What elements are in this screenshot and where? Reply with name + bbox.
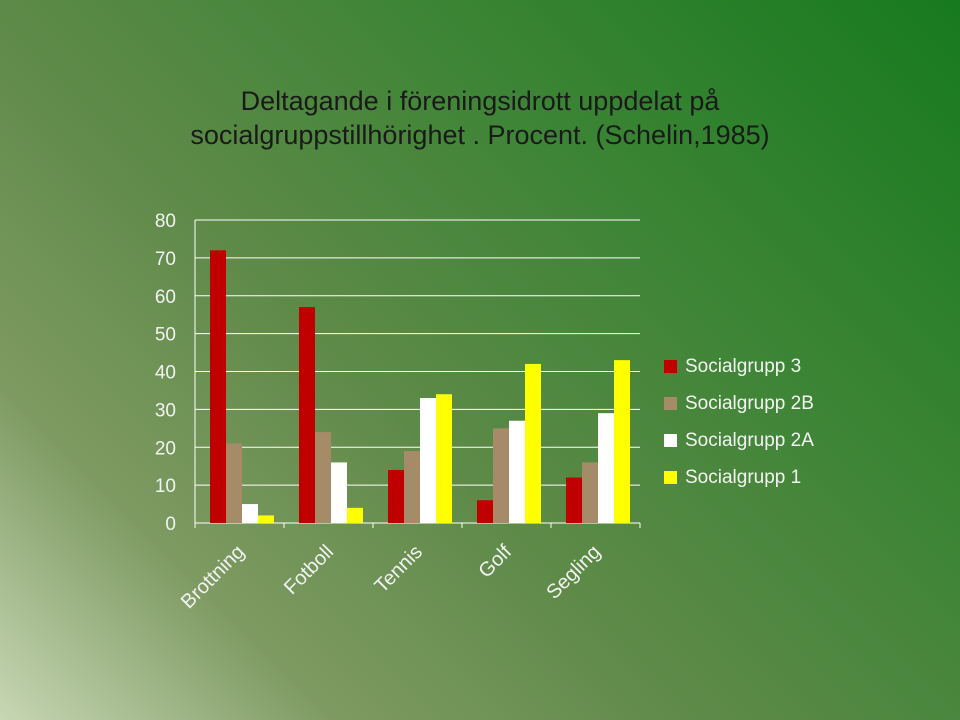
bar (420, 398, 436, 523)
y-tick-label: 10 (155, 476, 176, 497)
y-tick-label: 30 (155, 400, 176, 421)
bar (582, 462, 598, 523)
y-tick-label: 50 (155, 325, 176, 346)
chart-title-line-1: Deltagande i föreningsidrott uppdelat på (240, 86, 720, 116)
legend-swatch (664, 471, 677, 484)
bar (242, 504, 258, 523)
x-tick-label: Segling (542, 541, 605, 604)
x-tick-label: Golf (475, 541, 517, 583)
bar (315, 432, 331, 523)
bar (598, 413, 614, 523)
bar (493, 428, 509, 523)
legend-swatch (664, 434, 677, 447)
chart-title-line-2: socialgruppstillhörighet . Procent. (Sch… (190, 120, 770, 150)
legend-item: Socialgrupp 2B (664, 385, 814, 422)
bar (347, 507, 363, 523)
bar (509, 420, 525, 523)
legend-label: Socialgrupp 2B (685, 392, 814, 414)
legend-label: Socialgrupp 3 (685, 355, 802, 377)
legend-swatch (664, 360, 677, 373)
legend-item: Socialgrupp 3 (664, 348, 814, 385)
bar (331, 462, 347, 523)
legend-label: Socialgrupp 1 (685, 466, 802, 488)
y-tick-label: 0 (165, 514, 176, 535)
bar (525, 363, 541, 523)
y-tick-label: 80 (155, 211, 176, 232)
bar (210, 250, 226, 524)
legend-item: Socialgrupp 1 (664, 459, 814, 496)
chart-legend: Socialgrupp 3 Socialgrupp 2B Socialgrupp 2… (664, 348, 814, 496)
chart-title: Deltagande i föreningsidrott uppdelat på… (140, 84, 820, 152)
bar (388, 469, 404, 523)
y-tick-label: 40 (155, 363, 176, 384)
bar (258, 515, 274, 523)
y-tick-label: 60 (155, 287, 176, 308)
bar (436, 394, 452, 523)
x-tick-label: Fotboll (280, 541, 338, 599)
bar (566, 477, 582, 523)
bar (614, 360, 630, 523)
bar (226, 443, 242, 523)
bar (404, 451, 420, 523)
legend-label: Socialgrupp 2A (685, 429, 814, 451)
legend-swatch (664, 397, 677, 410)
x-tick-label: Brottning (177, 541, 249, 613)
bar (299, 307, 315, 523)
bar (477, 500, 493, 523)
x-tick-label: Tennis (371, 541, 427, 597)
y-tick-label: 70 (155, 249, 176, 270)
legend-item: Socialgrupp 2A (664, 422, 814, 459)
y-tick-label: 20 (155, 438, 176, 459)
